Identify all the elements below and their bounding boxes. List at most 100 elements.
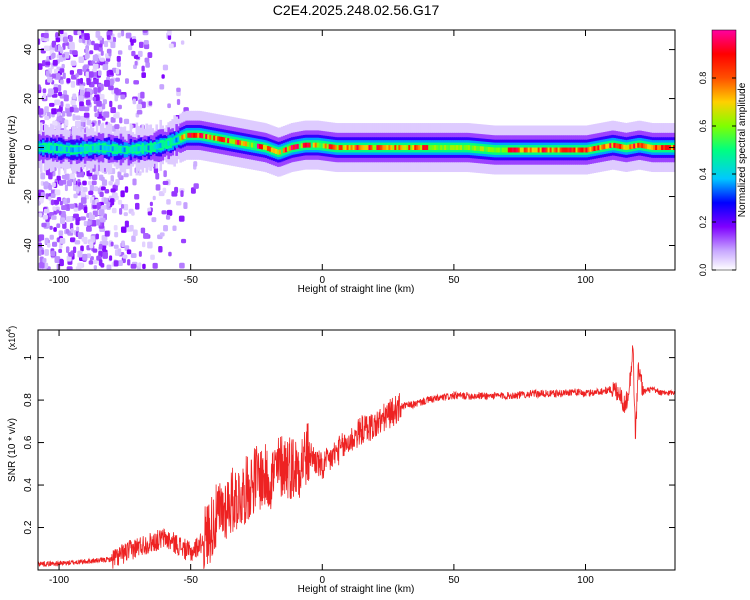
heatmap-cell (72, 113, 76, 121)
heatmap-cell (78, 95, 84, 102)
heatmap-cell (310, 142, 314, 148)
heatmap-cell (39, 261, 45, 269)
heatmap-cell (103, 111, 110, 118)
heatmap-cell (402, 145, 405, 150)
heatmap-cell (147, 145, 151, 151)
heatmap-cell (81, 146, 85, 152)
y-tick-label: -40 (23, 238, 34, 253)
heatmap-cell (40, 37, 45, 42)
heatmap-cell (84, 53, 89, 60)
heatmap-cell (117, 104, 122, 110)
heatmap-cell (237, 140, 240, 145)
heatmap-cell (137, 146, 141, 152)
snr-series-line (38, 345, 675, 569)
heatmap-cell (63, 146, 67, 152)
heatmap-cell (126, 249, 132, 255)
heatmap-cell (83, 146, 87, 152)
heatmap-cell (444, 145, 447, 150)
heatmap-cell (127, 147, 131, 153)
heatmap-cell (180, 40, 185, 45)
heatmap-cell (55, 32, 59, 38)
heatmap-cell (416, 145, 419, 150)
heatmap-cell (358, 145, 362, 150)
heatmap-cell (123, 147, 127, 153)
heatmap-cell (98, 209, 105, 216)
heatmap-cell (330, 144, 334, 150)
colorbar-tick-label: 0.4 (698, 168, 708, 181)
heatmap-cell (61, 146, 65, 152)
snr-panel: -100 -50 0 50 100 0.2 0.4 0.6 0.8 1 Height of st… (6, 326, 676, 595)
heatmap-cell (167, 30, 172, 36)
heatmap-cell (555, 147, 559, 153)
heatmap-cell (84, 33, 90, 41)
heatmap-cell (150, 254, 155, 260)
heatmap-cell (119, 117, 123, 124)
heatmap-cell (92, 96, 97, 102)
heatmap-cell (426, 145, 429, 150)
heatmap-cell (130, 253, 137, 259)
heatmap-cell (239, 140, 242, 146)
heatmap-cell (125, 78, 129, 84)
heatmap-cell (135, 202, 140, 210)
heatmap-cell (59, 200, 63, 206)
heatmap-cell (262, 144, 266, 150)
heatmap-cell (203, 133, 206, 139)
colorbar-tick-label: 0.2 (698, 216, 708, 229)
heatmap-cell (119, 207, 123, 215)
heatmap-cell (155, 172, 160, 180)
heatmap-cell (125, 32, 132, 39)
heatmap-cell (175, 137, 178, 143)
heatmap-cell (78, 38, 83, 43)
heatmap-cell (92, 259, 98, 265)
heatmap-cell (505, 147, 509, 153)
heatmap-cell (53, 145, 57, 151)
heatmap-cell (83, 106, 90, 112)
heatmap-cell (545, 147, 549, 153)
heatmap-cell (434, 145, 437, 150)
heatmap-cell (448, 145, 451, 150)
heatmap-cell (193, 183, 199, 189)
heatmap-cell (205, 134, 208, 139)
heatmap-cell (133, 146, 137, 152)
heatmap-cell (157, 143, 161, 149)
heatmap-cell (199, 132, 202, 138)
heatmap-cell (274, 149, 278, 154)
heatmap-cell (278, 149, 282, 155)
heatmap-cell (42, 258, 47, 263)
heatmap-cell (70, 60, 77, 66)
heatmap-cell (41, 249, 45, 255)
heatmap-cell (95, 145, 99, 151)
heatmap-cell (93, 43, 100, 51)
heatmap-cell (115, 68, 120, 75)
heatmap-cell (256, 143, 260, 149)
heatmap-cell (115, 77, 120, 82)
heatmap-cell (111, 207, 117, 214)
heatmap-cell (120, 94, 126, 100)
heatmap-cell (579, 147, 583, 153)
heatmap-cell (167, 34, 172, 40)
heatmap-cell (172, 225, 177, 232)
heatmap-cell (436, 145, 439, 150)
heatmap-cell (605, 143, 608, 149)
heatmap-cell (141, 101, 146, 109)
heatmap-cell (286, 146, 290, 152)
heatmap-cell (59, 68, 65, 73)
heatmap-cell (270, 147, 274, 153)
heatmap-cell (80, 197, 87, 204)
heatmap-cell (569, 147, 573, 153)
heatmap-cell (254, 143, 258, 149)
heatmap-cell (44, 106, 49, 114)
heatmap-cell (71, 74, 77, 80)
heatmap-cell (106, 35, 111, 40)
heatmap-cell (481, 146, 485, 152)
heatmap-cell (515, 147, 519, 153)
heatmap-cell (49, 225, 53, 230)
heatmap-cell (623, 144, 626, 150)
heatmap-cell (38, 84, 41, 91)
heatmap-cell (583, 147, 587, 153)
heatmap-cell (88, 260, 94, 265)
heatmap-cell (258, 144, 262, 149)
heatmap-cell (158, 245, 163, 253)
heatmap-cell (221, 137, 224, 142)
heatmap-cell (266, 146, 270, 151)
